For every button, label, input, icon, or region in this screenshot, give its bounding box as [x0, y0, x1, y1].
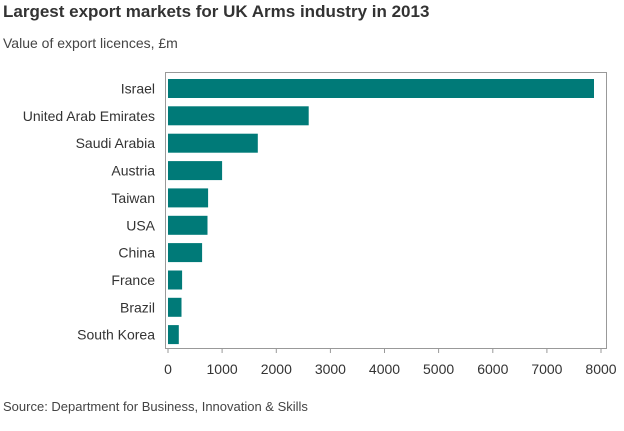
bar-south-korea	[168, 325, 179, 345]
category-label: United Arab Emirates	[23, 108, 155, 124]
chart-title: Largest export markets for UK Arms indus…	[3, 2, 430, 21]
x-tick-label: 4000	[369, 361, 400, 377]
x-tick-label: 3000	[315, 361, 346, 377]
bar-usa	[168, 215, 208, 235]
chart-subtitle: Value of export licences, £m	[3, 35, 178, 51]
x-tick-label: 0	[164, 361, 172, 377]
bar-austria	[168, 161, 223, 181]
x-tick-label: 2000	[261, 361, 292, 377]
bar-china	[168, 243, 203, 263]
category-label: South Korea	[77, 327, 155, 343]
source-note: Source: Department for Business, Innovat…	[3, 399, 308, 414]
bar-israel	[168, 79, 594, 98]
bar-saudi-arabia	[168, 133, 258, 153]
category-label: Brazil	[120, 299, 155, 315]
bar-france	[168, 270, 183, 290]
category-label: Taiwan	[111, 190, 155, 206]
category-label: Israel	[121, 81, 155, 97]
category-label: Austria	[111, 163, 155, 179]
x-tick-label: 1000	[207, 361, 238, 377]
x-tick-label: 8000	[585, 361, 616, 377]
category-label: Saudi Arabia	[76, 135, 156, 151]
x-tick-label: 5000	[423, 361, 454, 377]
x-tick-label: 6000	[477, 361, 508, 377]
category-label: France	[111, 272, 155, 288]
x-tick-label: 7000	[531, 361, 562, 377]
category-label: USA	[126, 217, 155, 233]
bar-taiwan	[168, 188, 209, 208]
bar-united-arab-emirates	[168, 106, 309, 126]
category-label: China	[118, 245, 155, 261]
bar-brazil	[168, 297, 182, 317]
